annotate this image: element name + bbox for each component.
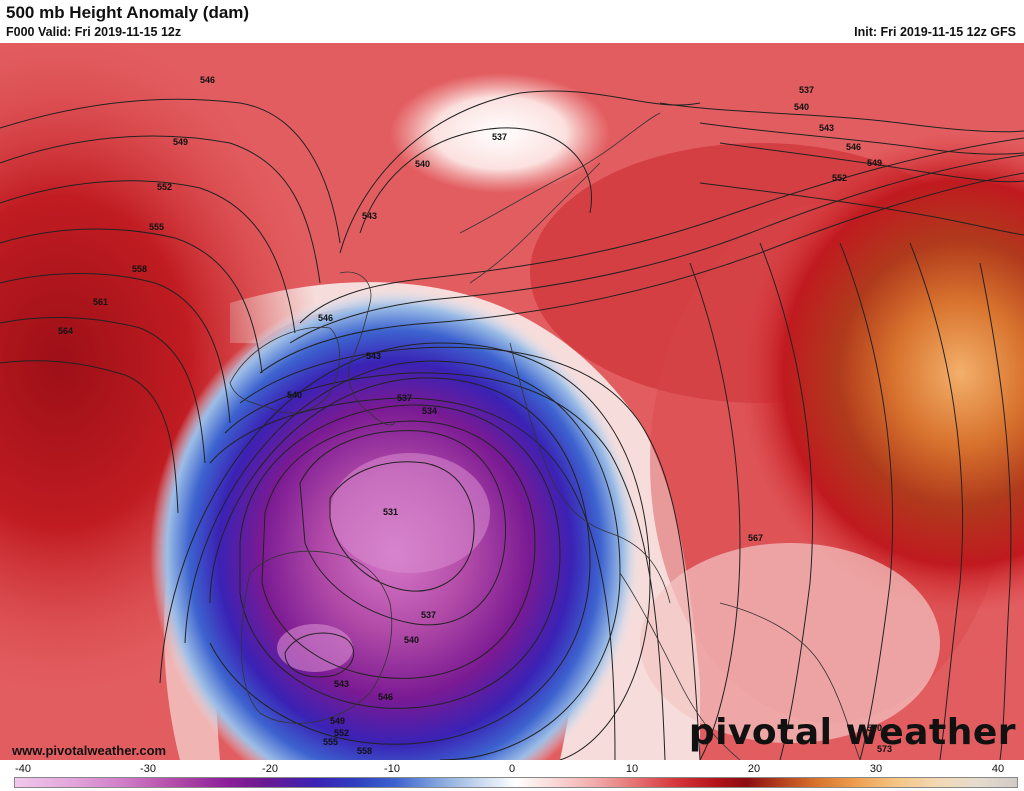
contour-label-543: 543 — [334, 679, 349, 689]
website-label: www.pivotalweather.com — [12, 743, 167, 758]
colorbar-tick: -40 — [15, 763, 31, 775]
colorbar-strip — [14, 777, 1018, 788]
contour-label-552: 552 — [157, 182, 172, 192]
eastern-high-anomaly — [740, 133, 1024, 613]
contour-label-537: 537 — [421, 610, 436, 620]
contour-label-540: 540 — [287, 390, 302, 400]
contour-label-540: 540 — [415, 159, 430, 169]
colorbar-tick: -20 — [262, 763, 278, 775]
header: 500 mb Height Anomaly (dam) F000 Valid: … — [0, 0, 1024, 43]
contour-label-546: 546 — [846, 142, 861, 152]
contour-label-549: 549 — [173, 137, 188, 147]
contour-label-546: 546 — [378, 692, 393, 702]
brand-logo: pivotal weather — [688, 712, 1016, 753]
contour-label-567: 567 — [748, 533, 763, 543]
colorbar-tick: 20 — [747, 763, 761, 775]
northern-pale-area — [390, 73, 610, 193]
contour-label-552: 552 — [334, 728, 349, 738]
contour-label-549: 549 — [330, 716, 345, 726]
contour-label-555: 555 — [149, 222, 164, 232]
contour-label-546: 546 — [318, 313, 333, 323]
contour-label-561: 561 — [93, 297, 108, 307]
valid-time: F000 Valid: Fri 2019-11-15 12z — [6, 25, 182, 39]
contour-label-543: 543 — [819, 123, 834, 133]
contour-label-555: 555 — [323, 737, 338, 747]
contour-label-534: 534 — [422, 406, 437, 416]
colorbar-tick: -10 — [384, 763, 400, 775]
colorbar-tick: -30 — [140, 763, 156, 775]
contour-label-552: 552 — [832, 173, 847, 183]
contour-labels: 546 549 552 555 558 561 564 537 540 543 … — [58, 75, 892, 756]
contour-label-540: 540 — [794, 102, 809, 112]
contour-label-537: 537 — [397, 393, 412, 403]
colorbar: -40 -30 -20 -10 0 10 20 30 40 — [14, 763, 1018, 789]
colorbar-tick: 0 — [508, 763, 516, 775]
contour-label-549: 549 — [867, 158, 882, 168]
contour-label-540: 540 — [404, 635, 419, 645]
coastlines — [229, 112, 861, 760]
contour-label-543: 543 — [362, 211, 377, 221]
contour-label-570: 570 — [867, 723, 882, 733]
anomaly-map: 546 549 552 555 558 561 564 537 540 543 … — [0, 43, 1024, 760]
contour-label-558: 558 — [132, 264, 147, 274]
contour-label-546: 546 — [200, 75, 215, 85]
init-time: Init: Fri 2019-11-15 12z GFS — [854, 25, 1016, 39]
contour-label-558: 558 — [357, 746, 372, 756]
contour-label-573: 573 — [877, 744, 892, 754]
map-title: 500 mb Height Anomaly (dam) — [6, 3, 250, 22]
colorbar-tick: 30 — [869, 763, 883, 775]
contour-label-564: 564 — [58, 326, 73, 336]
contour-label-531: 531 — [383, 507, 398, 517]
contour-label-537: 537 — [799, 85, 814, 95]
contour-label-543: 543 — [366, 351, 381, 361]
colorbar-tick: 10 — [625, 763, 639, 775]
colorbar-tick: 40 — [991, 763, 1005, 775]
height-contours — [0, 90, 1024, 760]
contour-label-537: 537 — [492, 132, 507, 142]
